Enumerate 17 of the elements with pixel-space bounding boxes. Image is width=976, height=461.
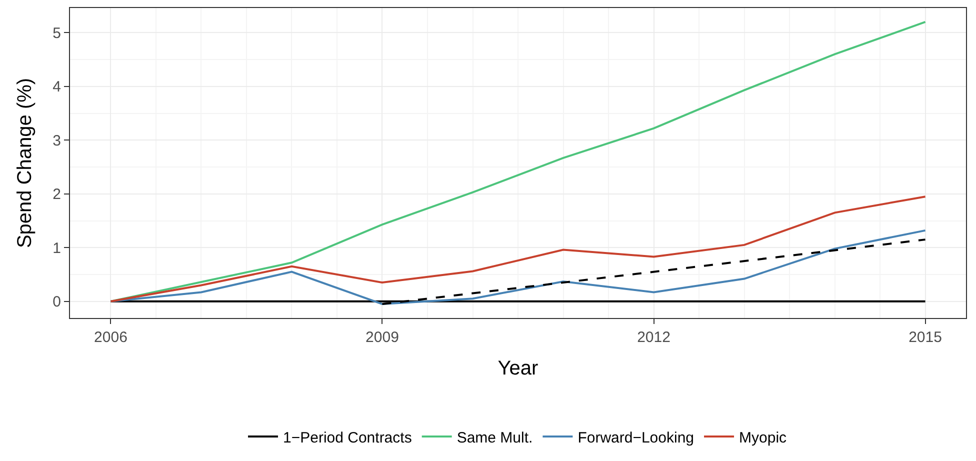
y-axis-title: Spend Change (%): [14, 78, 36, 248]
legend-label: Myopic: [739, 429, 788, 446]
legend-label: Same Mult.: [456, 429, 533, 446]
y-tick-label: 4: [52, 78, 61, 96]
y-tick-label: 1: [52, 240, 61, 257]
y-tick-label: 2: [52, 186, 61, 204]
y-tick-label: 0: [52, 294, 61, 311]
x-tick-label: 2009: [366, 329, 399, 346]
line-series: [110, 196, 926, 302]
y-tick-label: 5: [52, 24, 61, 42]
y-tick-label: 3: [52, 132, 61, 150]
legend-label: 1−Period Contracts: [283, 429, 412, 446]
x-tick-label: 2006: [94, 329, 128, 346]
x-tick-label: 2012: [637, 329, 670, 346]
x-tick-label: 2015: [908, 329, 942, 346]
legend-label: Forward−Looking: [578, 429, 694, 446]
x-axis-title: Year: [498, 358, 539, 380]
